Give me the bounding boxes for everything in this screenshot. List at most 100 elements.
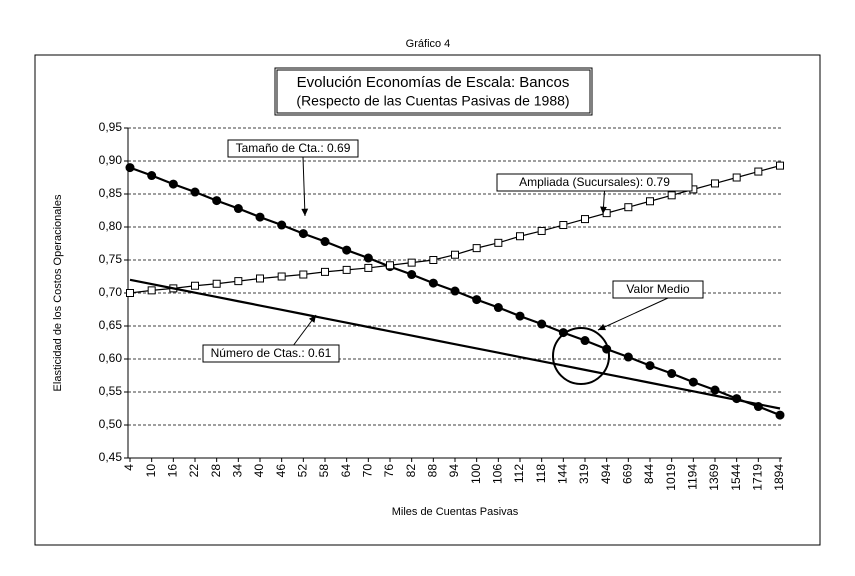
y-tick-label: 0,55 — [99, 384, 123, 398]
point — [667, 191, 676, 200]
point — [428, 278, 438, 288]
x-tick-label: 1544 — [729, 464, 743, 491]
point — [688, 377, 698, 387]
y-axis-label: Elasticidad de los Costos Operacionales — [52, 194, 64, 391]
x-tick-label: 100 — [469, 464, 483, 484]
point — [775, 410, 785, 420]
point — [386, 261, 394, 270]
annotation-box — [612, 280, 704, 299]
x-tick-label: 106 — [491, 464, 505, 484]
point — [190, 187, 200, 197]
arrow-head — [600, 206, 607, 214]
point — [472, 244, 481, 253]
point — [407, 258, 416, 267]
y-tick-label: 0,60 — [99, 351, 123, 365]
point — [298, 229, 308, 239]
point — [624, 203, 633, 212]
x-axis-label: Miles de Cuentas Pasivas — [392, 506, 519, 518]
arrow-head — [598, 323, 606, 331]
title-box-inner — [276, 69, 591, 114]
x-tick-label: 494 — [599, 464, 613, 484]
x-tick-label: 844 — [642, 464, 656, 484]
annotation-label: Número de Ctas.: 0.61 — [211, 346, 332, 360]
header: Gráfico 4 — [406, 38, 451, 50]
point — [256, 274, 264, 283]
title-box — [274, 67, 593, 116]
chart-subtitle: (Respecto de las Cuentas Pasivas de 1988… — [296, 93, 569, 109]
point — [299, 270, 308, 279]
x-tick-label: 52 — [296, 464, 310, 478]
x-tick-label: 34 — [231, 464, 245, 478]
point — [472, 295, 482, 305]
point — [255, 212, 265, 222]
annotation-arrow — [302, 156, 306, 217]
x-tick-label: 16 — [166, 464, 180, 478]
point — [537, 226, 546, 235]
point — [646, 197, 654, 206]
point — [277, 272, 286, 281]
x-tick-label: 1369 — [707, 464, 721, 491]
point — [363, 253, 373, 263]
x-tick-label: 46 — [274, 464, 288, 478]
annotation-label: Valor Medio — [626, 282, 689, 296]
x-tick-label: 1019 — [664, 464, 678, 491]
highlight-circle — [552, 327, 610, 385]
point — [147, 286, 156, 295]
annotation-box — [496, 173, 693, 192]
annotation-box — [202, 344, 340, 363]
point — [559, 221, 568, 230]
y-tick-label: 0,50 — [99, 417, 123, 431]
point — [667, 369, 677, 379]
point — [407, 270, 417, 280]
point — [212, 196, 222, 206]
arrow-head — [308, 315, 316, 323]
x-tick-label: 118 — [534, 464, 548, 483]
chart-title: Evolución Economías de Escala: Bancos — [297, 74, 570, 91]
y-tick-label: 0,65 — [99, 318, 123, 332]
point — [342, 265, 351, 274]
x-tick-label: 1194 — [686, 464, 700, 490]
point — [234, 277, 243, 286]
annotation-box — [227, 139, 359, 158]
point — [320, 237, 330, 247]
x-tick-label: 112 — [512, 464, 526, 483]
x-tick-label: 144 — [556, 464, 570, 484]
x-tick-label: 88 — [426, 464, 440, 478]
point — [515, 311, 525, 321]
point — [732, 173, 741, 182]
arrow-head — [301, 208, 309, 216]
point — [321, 267, 329, 276]
x-tick-label: 58 — [317, 464, 331, 478]
x-tick-label: 64 — [339, 464, 353, 478]
point — [537, 319, 547, 329]
point — [364, 263, 373, 272]
point — [710, 385, 720, 395]
y-tick-label: 0,75 — [99, 252, 123, 266]
point — [277, 220, 287, 230]
x-tick-label: 1894 — [772, 464, 786, 491]
x-tick-label: 28 — [209, 464, 223, 478]
point — [776, 161, 784, 170]
y-tick-label: 0,45 — [99, 450, 123, 464]
y-tick-label: 0,90 — [99, 153, 123, 167]
point — [645, 361, 655, 371]
point — [450, 286, 460, 296]
x-tick-label: 76 — [382, 464, 396, 478]
x-tick-label: 70 — [361, 464, 375, 478]
point — [342, 245, 352, 255]
annotation-label: Tamaño de Cta.: 0.69 — [236, 141, 351, 155]
series-line — [129, 278, 781, 410]
frame — [34, 54, 821, 546]
y-tick-label: 0,70 — [99, 285, 123, 299]
point — [754, 167, 763, 176]
y-tick-label: 0,80 — [99, 219, 123, 233]
x-tick-label: 40 — [252, 464, 266, 478]
y-tick-label: 0,95 — [99, 120, 123, 134]
point — [451, 250, 459, 259]
point — [429, 256, 438, 264]
point — [493, 303, 503, 313]
x-tick-label: 669 — [621, 464, 635, 484]
point — [580, 336, 590, 346]
point — [581, 215, 589, 224]
